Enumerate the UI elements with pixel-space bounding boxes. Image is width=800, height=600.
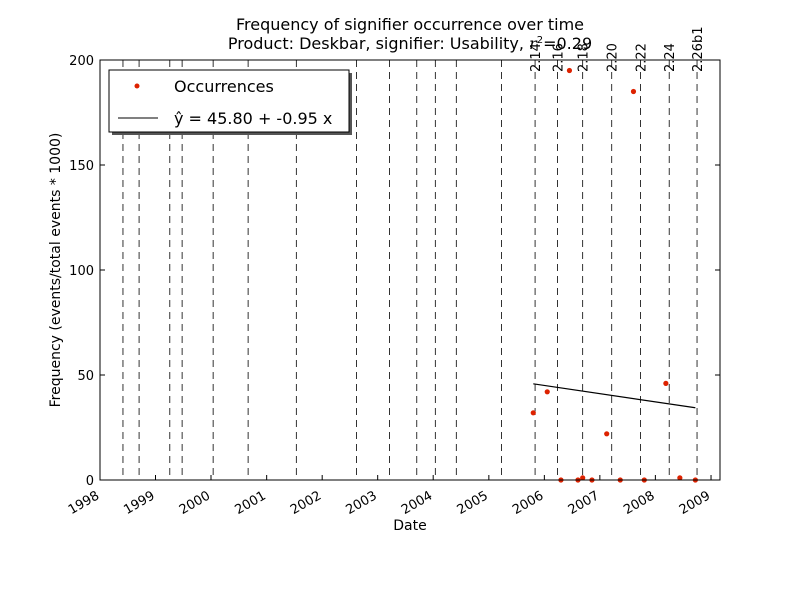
- x-tick-label: 2006: [510, 488, 546, 518]
- subtitle-prefix: Product: Deskbar, signifier: Usability,: [228, 34, 529, 53]
- x-axis-label: Date: [393, 518, 426, 534]
- x-tick-label: 2003: [344, 488, 380, 518]
- y-tick-label: 0: [86, 474, 94, 489]
- data-point: [677, 475, 683, 481]
- plot-frame: [99, 59, 721, 481]
- regression-line: [533, 383, 696, 409]
- x-tick-label: 1999: [121, 488, 157, 518]
- legend-box: [108, 69, 350, 133]
- legend-label-fit: ŷ = 45.80 + -0.95 x: [174, 109, 332, 128]
- release-label: 2.16: [551, 43, 566, 72]
- y-axis-ticks: 0 50 100 150 200: [69, 54, 720, 489]
- legend-label-occurrences: Occurrences: [174, 77, 274, 96]
- release-label: 2.24: [663, 43, 678, 72]
- subtitle-r2-exp: 2: [537, 35, 543, 46]
- x-axis-ticks: 1998 1999 2000 2001 2002 2003 2004 2005 2006 2007…: [66, 475, 713, 518]
- data-point: [630, 88, 637, 95]
- chart-subtitle: Product: Deskbar, signifier: Usability, …: [228, 34, 592, 53]
- x-tick-label: 2004: [399, 488, 435, 518]
- release-label: 2.18: [577, 43, 592, 72]
- x-tick-label: 2000: [177, 488, 213, 518]
- release-lines: 2.14 2.16 2.18 2.20 2.22 2.24 2.26b1: [122, 27, 706, 480]
- data-point: [566, 67, 573, 74]
- x-tick-label: 2008: [621, 488, 657, 518]
- regression-layer: [533, 383, 696, 409]
- x-tick-label: 2002: [288, 488, 324, 518]
- x-tick-label: 2007: [566, 488, 602, 518]
- release-label: 2.22: [634, 43, 649, 72]
- subtitle-r2-symbol: r: [529, 34, 538, 53]
- release-label: 2.20: [606, 43, 621, 72]
- data-point: [544, 389, 550, 395]
- legend-marker-occurrences: [134, 83, 140, 89]
- data-point: [604, 431, 610, 437]
- x-tick-label: 2009: [677, 488, 713, 518]
- data-points: [530, 67, 698, 483]
- data-point: [580, 475, 586, 481]
- y-tick-label: 50: [77, 369, 94, 384]
- y-tick-label: 150: [69, 159, 94, 174]
- y-tick-label: 100: [69, 264, 94, 279]
- x-tick-label: 1998: [66, 488, 102, 518]
- release-label: 2.26b1: [691, 27, 706, 72]
- chart-title: Frequency of signifier occurrence over t…: [236, 15, 584, 34]
- legend: Occurrences ŷ = 45.80 + -0.95 x: [108, 69, 352, 135]
- release-label: 2.14: [529, 43, 544, 72]
- data-point: [530, 410, 536, 416]
- data-point: [663, 380, 669, 386]
- x-tick-label: 2001: [233, 488, 269, 518]
- y-tick-label: 200: [69, 54, 94, 69]
- x-tick-label: 2005: [455, 488, 491, 518]
- subtitle-r2-value: =0.29: [543, 34, 592, 53]
- y-axis-label: Frequency (events/total events * 1000): [48, 133, 64, 408]
